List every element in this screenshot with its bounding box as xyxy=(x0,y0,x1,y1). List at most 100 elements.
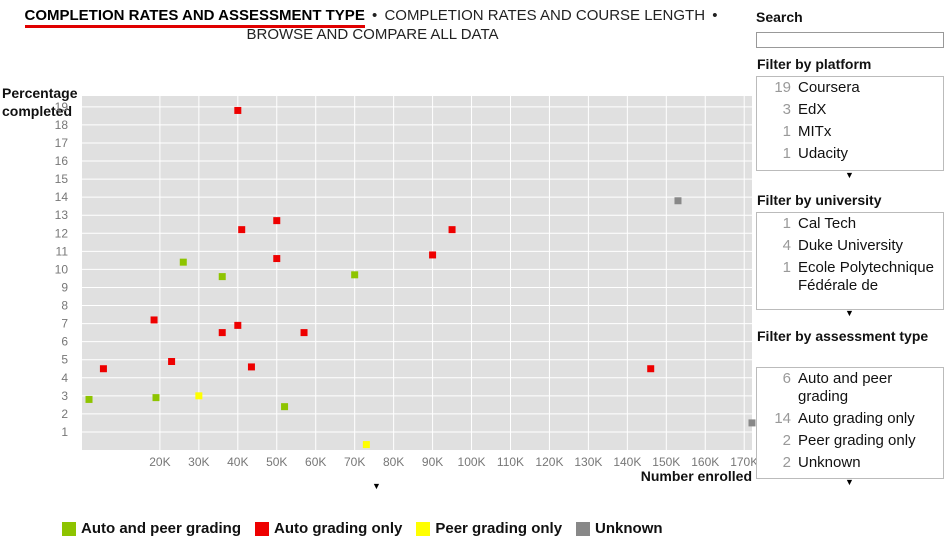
y-tick-label: 6 xyxy=(61,335,68,349)
legend-label: Auto grading only xyxy=(274,520,403,537)
y-tick-label: 4 xyxy=(61,371,68,385)
y-tick-label: 19 xyxy=(55,100,69,114)
y-tick-label: 2 xyxy=(61,407,68,421)
x-tick-label: 20K xyxy=(149,455,170,469)
nav-link-browse-compare[interactable]: BROWSE AND COMPARE ALL DATA xyxy=(246,26,499,43)
filter-label: Coursera xyxy=(798,79,860,96)
y-tick-label: 5 xyxy=(61,353,68,367)
y-axis-title: Percentage completed xyxy=(2,85,78,119)
data-point xyxy=(273,217,281,225)
data-point xyxy=(674,197,682,205)
platform-dropdown-caret-icon[interactable]: ▼ xyxy=(845,170,854,180)
filter-item-cal-tech[interactable]: 1 Cal Tech xyxy=(757,213,943,235)
filter-label: Unknown xyxy=(798,454,861,471)
y-tick-label: 7 xyxy=(61,317,68,331)
filter-university-list[interactable]: 1 Cal Tech 4 Duke University 1 Ecole Polyte… xyxy=(756,212,944,310)
y-tick-label: 13 xyxy=(55,208,69,222)
filter-count: 2 xyxy=(782,454,791,471)
filter-count: 14 xyxy=(774,410,791,427)
y-tick-label: 9 xyxy=(61,280,68,294)
filter-platform-title: Filter by platform xyxy=(757,56,872,72)
y-tick-label: 12 xyxy=(55,226,69,240)
data-point xyxy=(748,419,756,427)
x-tick-label: 140K xyxy=(613,455,641,469)
y-tick-label: 17 xyxy=(55,136,69,150)
data-point xyxy=(448,226,456,234)
data-point xyxy=(218,329,226,337)
filter-count: 6 xyxy=(782,370,791,387)
x-tick-label: 80K xyxy=(383,455,404,469)
data-point xyxy=(195,392,203,400)
legend-item-auto-only: Auto grading only xyxy=(255,520,402,537)
filter-count: 1 xyxy=(782,145,791,162)
data-point xyxy=(150,316,158,324)
legend-swatch-green xyxy=(62,521,76,536)
filter-item-coursera[interactable]: 19 Coursera xyxy=(757,77,943,99)
filter-item-epfl[interactable]: 1 Ecole Polytechnique Fédérale de xyxy=(757,257,943,297)
data-point xyxy=(234,321,242,329)
search-input[interactable] xyxy=(756,32,944,48)
nav-link-course-length[interactable]: COMPLETION RATES AND COURSE LENGTH xyxy=(384,7,706,24)
filter-platform-list[interactable]: 19 Coursera 3 EdX 1 MITx 1 Udacity xyxy=(756,76,944,171)
filter-item-auto-only[interactable]: 14 Auto grading only xyxy=(757,408,943,430)
x-tick-label: 100K xyxy=(458,455,486,469)
data-point xyxy=(234,106,242,114)
filter-item-auto-peer[interactable]: 6 Auto and peer grading xyxy=(757,368,943,408)
y-tick-label: 16 xyxy=(55,154,69,168)
filter-count: 19 xyxy=(774,79,791,96)
legend-swatch-red xyxy=(255,521,270,536)
filter-label: Auto grading only xyxy=(798,410,915,427)
nav-active-completion-assessment[interactable]: COMPLETION RATES AND ASSESSMENT TYPE xyxy=(24,7,365,28)
filter-item-mitx[interactable]: 1 MITx xyxy=(757,121,943,143)
x-tick-label: 70K xyxy=(344,455,365,469)
data-point xyxy=(238,226,246,234)
filter-assessment-list[interactable]: 6 Auto and peer grading 14 Auto grading on… xyxy=(756,367,944,479)
filter-item-peer-only[interactable]: 2 Peer grading only xyxy=(757,430,943,452)
data-point xyxy=(351,271,359,279)
data-point xyxy=(300,329,308,337)
filter-count: 3 xyxy=(782,101,791,118)
x-tick-label: 90K xyxy=(422,455,443,469)
data-point xyxy=(85,395,93,403)
legend-item-auto-peer: Auto and peer grading xyxy=(62,520,241,537)
y-tick-label: 18 xyxy=(55,118,69,132)
filter-assessment-title: Filter by assessment type xyxy=(757,328,929,344)
data-point xyxy=(281,403,289,411)
university-dropdown-caret-icon[interactable]: ▼ xyxy=(845,308,854,318)
data-point xyxy=(152,394,160,402)
x-tick-label: 50K xyxy=(266,455,287,469)
filter-label: Auto and peer grading xyxy=(798,370,893,405)
legend-swatch-gray xyxy=(576,521,591,536)
legend-label: Auto and peer grading xyxy=(81,520,242,537)
data-point xyxy=(168,358,176,365)
legend-item-unknown: Unknown xyxy=(576,520,663,537)
filter-university-title: Filter by university xyxy=(757,192,882,208)
y-tick-label: 8 xyxy=(61,299,68,313)
filter-label: Cal Tech xyxy=(798,215,857,232)
filter-count: 1 xyxy=(782,123,791,140)
filter-count: 4 xyxy=(782,237,791,254)
filter-item-edx[interactable]: 3 EdX xyxy=(757,99,943,121)
filter-label: EdX xyxy=(798,101,827,118)
data-point xyxy=(647,365,655,373)
filter-count: 1 xyxy=(782,259,791,276)
filter-item-unknown[interactable]: 2 Unknown xyxy=(757,452,943,474)
filter-label: Duke University xyxy=(798,237,904,254)
filter-label: Peer grading only xyxy=(798,432,916,449)
y-tick-label: 14 xyxy=(55,190,69,204)
plot-background xyxy=(82,96,752,450)
legend-item-peer-only: Peer grading only xyxy=(416,520,562,537)
y-tick-label: 1 xyxy=(61,425,68,439)
legend-label: Peer grading only xyxy=(435,520,563,537)
assessment-dropdown-caret-icon[interactable]: ▼ xyxy=(845,477,854,487)
filter-item-duke[interactable]: 4 Duke University xyxy=(757,235,943,257)
x-tick-label: 40K xyxy=(227,455,248,469)
filter-item-udacity[interactable]: 1 Udacity xyxy=(757,143,943,165)
search-title: Search xyxy=(756,9,803,25)
y-tick-label: 3 xyxy=(61,389,68,403)
filter-count: 1 xyxy=(782,215,791,232)
x-axis-dropdown-caret-icon[interactable]: ▼ xyxy=(372,481,381,491)
y-tick-label: 11 xyxy=(56,244,69,258)
y-tick-label: 15 xyxy=(55,172,69,186)
